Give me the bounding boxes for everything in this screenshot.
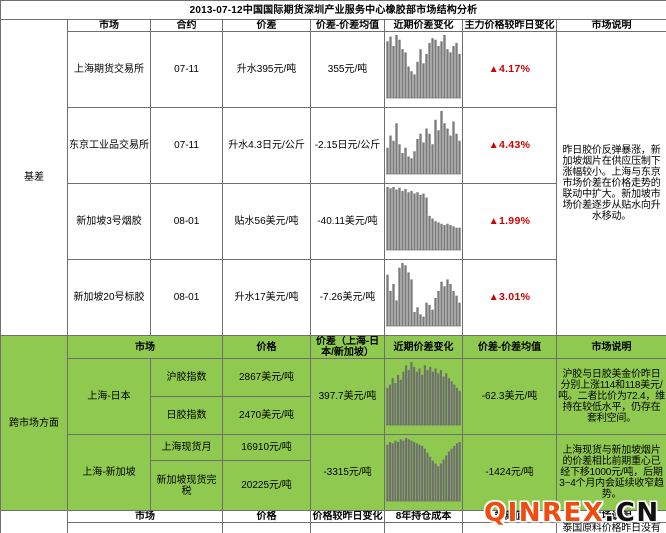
- sparkline-cross-sh-jp: [384, 358, 463, 435]
- sparkline-cross-sh-sg: [384, 434, 463, 511]
- cell-spread: 397.7美元/吨: [310, 358, 385, 435]
- col-header-note: 市场说明: [555, 19, 666, 32]
- cell-main-change: ▲4.17%: [462, 31, 557, 108]
- sparkline-jicha-sg20: [384, 259, 463, 336]
- arrow-up-icon: ▲: [488, 139, 499, 151]
- col-header-market: 市场: [67, 335, 223, 359]
- cell-spread-dev: -1424元/吨: [462, 434, 557, 511]
- change-value: 1.99%: [498, 214, 531, 227]
- table-row: 新加坡20号标胶 08-01 升水17美元/吨 -7.26美元/吨 ▲3.01%: [1, 259, 666, 336]
- table-row: 东京工业品交易所 07-11 升水4.3日元/公斤 -2.15日元/公斤 ▲4.…: [1, 107, 666, 184]
- sparkline-jicha-shfe: [384, 31, 463, 108]
- col-header-price: 价格: [222, 335, 311, 359]
- cell-contract: 08-01: [150, 259, 223, 336]
- cell-contract: 沪胶指数: [150, 358, 223, 397]
- col-header-holding-cost: 8年持仓成本: [384, 510, 463, 523]
- cell-market: 新加坡20号标胶: [67, 259, 151, 336]
- cell-market: 东京工业品交易所: [67, 107, 151, 184]
- col-header-recent-change: 近期价差变化: [384, 335, 463, 359]
- table-row: 上海期货交易所 07-11 升水395元/吨 355元/吨 ▲4.17% 昨日胶…: [1, 31, 666, 336]
- cell-market-group: 上海-日本: [67, 358, 151, 435]
- cell-spread: 升水4.3日元/公斤: [222, 107, 311, 184]
- cell-price-change: ▼0.63%: [310, 522, 385, 533]
- cell-spread-dev: -62.3美元/吨: [462, 358, 557, 435]
- cell-note: 上海现货与新加坡烟片的价差相比前期重心已经下移1000元/吨，后期3~4个月内会…: [555, 434, 666, 511]
- cell-price: 20225元/吨: [222, 460, 311, 511]
- col-header-price-change: 价格较昨日变化: [310, 510, 385, 523]
- col-header-market: 市场: [67, 510, 223, 523]
- cell-price: 2867美元/吨: [222, 358, 311, 397]
- col-header-spread-dev: 价差-价差均值: [310, 19, 385, 32]
- cell-main-change: ▲3.01%: [462, 259, 557, 336]
- col-header-recent-change: 近期价差变化: [384, 19, 463, 32]
- col-header-market: 市场: [67, 19, 151, 32]
- table-row: 新加坡现货完税 20225元/吨: [1, 460, 666, 511]
- table-row: 上海-日本 沪胶指数 2867美元/吨 397.7美元/吨 -62.3美元/吨 …: [1, 358, 666, 435]
- section-label-cross-market: 跨市场方面: [0, 335, 68, 511]
- table-row: 上海-新加坡 上海现货月 16910元/吨 -3315元/吨 -1424元/吨 …: [1, 433, 666, 511]
- section-label-jicha: 基差: [0, 19, 68, 336]
- change-value: 4.43%: [498, 138, 531, 151]
- section-header-jicha: 基差 市场 合约 价差 价差-价差均值 近期价差变化 主力价格较昨日变化 市场说…: [0, 19, 666, 336]
- cell-note: 沪胶与日胶美金价昨日分别上涨114和118美元/吨。二者比价为72.4，维持在较…: [555, 358, 666, 435]
- title-row: 2013-07-12中国国际期货深圳产业服务中心橡胶部市场结构分析: [0, 0, 666, 20]
- cell-deviation: -13.88泰铢/公斤: [462, 522, 557, 533]
- cell-market: 泰国合艾USS: [67, 522, 223, 533]
- cell-price: 72.82泰铢/公斤: [222, 522, 311, 533]
- cell-market-group: 上海-新加坡: [67, 434, 151, 511]
- cell-spread-dev: -7.26美元/吨: [310, 259, 385, 336]
- cell-contract: 08-01: [150, 183, 223, 260]
- col-header-contract: 合约: [150, 19, 223, 32]
- col-header-deviation: 乘离值: [462, 510, 557, 523]
- arrow-up-icon: ▲: [488, 63, 499, 75]
- cell-spread-dev: -2.15日元/公斤: [310, 107, 385, 184]
- section-label-raw: 原料: [0, 510, 68, 533]
- table-row: 泰国合艾USS 72.82泰铢/公斤 ▼0.63% 86.7泰铢/公斤 -13.…: [1, 522, 666, 533]
- cell-spread: 贴水56美元/吨: [222, 183, 311, 260]
- page-title: 2013-07-12中国国际期货深圳产业服务中心橡胶部市场结构分析: [0, 0, 666, 20]
- cell-note: 泰国原料价格昨日没有跟涨，依旧延续下跌走势，目前产区的供应情况仍是主导价格走势的…: [555, 522, 666, 533]
- cell-main-change: ▲1.99%: [462, 183, 557, 260]
- change-value: 4.17%: [498, 62, 531, 75]
- change-value: 3.01%: [498, 290, 531, 303]
- col-header-note: 市场说明: [555, 510, 666, 523]
- cell-spread: 升水17美元/吨: [222, 259, 311, 336]
- section-header-cross-market: 跨市场方面 市场 价格 价差（上海-日本/新加坡） 近期价差变化 价差-价差均值…: [0, 335, 666, 511]
- cell-contract: 07-11: [150, 31, 223, 108]
- col-header-note: 市场说明: [555, 335, 666, 359]
- cell-price: 2470美元/吨: [222, 396, 311, 435]
- cell-spread-dev: -40.11美元/吨: [310, 183, 385, 260]
- cell-note: 昨日胶价反弹暴涨，新加坡烟片在供应压制下涨幅较小。上海与东京市场价差在价格走势的…: [555, 31, 666, 336]
- sparkline-jicha-tocom: [384, 107, 463, 184]
- col-header-spread: 价差: [222, 19, 311, 32]
- cell-holding-cost: 86.7泰铢/公斤: [384, 522, 463, 533]
- cell-market: 新加坡3号烟胶: [67, 183, 151, 260]
- table-row: 日胶指数 2470美元/吨: [1, 396, 666, 435]
- col-header-main-change: 主力价格较昨日变化: [462, 19, 557, 32]
- col-header-spread-dev: 价差-价差均值: [462, 335, 557, 359]
- cell-main-change: ▲4.43%: [462, 107, 557, 184]
- table-row: 新加坡3号烟胶 08-01 贴水56美元/吨 -40.11美元/吨 ▲1.99%: [1, 183, 666, 260]
- arrow-up-icon: ▲: [488, 291, 499, 303]
- cell-contract: 07-11: [150, 107, 223, 184]
- cell-contract: 上海现货月: [150, 433, 223, 462]
- cell-contract: 日胶指数: [150, 396, 223, 435]
- cell-spread-dev: 355元/吨: [310, 31, 385, 108]
- cell-spread: -3315元/吨: [310, 434, 385, 511]
- section-header-raw: 原料 市场 价格 价格较昨日变化 8年持仓成本 乘离值 市场说明: [0, 510, 666, 533]
- col-header-spread: 价差（上海-日本/新加坡）: [310, 335, 385, 359]
- cell-market: 上海期货交易所: [67, 31, 151, 108]
- cell-contract: 新加坡现货完税: [150, 460, 223, 511]
- cell-spread: 升水395元/吨: [222, 31, 311, 108]
- sparkline-jicha-sg3: [384, 183, 463, 260]
- col-header-price: 价格: [222, 510, 311, 523]
- arrow-up-icon: ▲: [488, 215, 499, 227]
- cell-price: 16910元/吨: [222, 433, 311, 462]
